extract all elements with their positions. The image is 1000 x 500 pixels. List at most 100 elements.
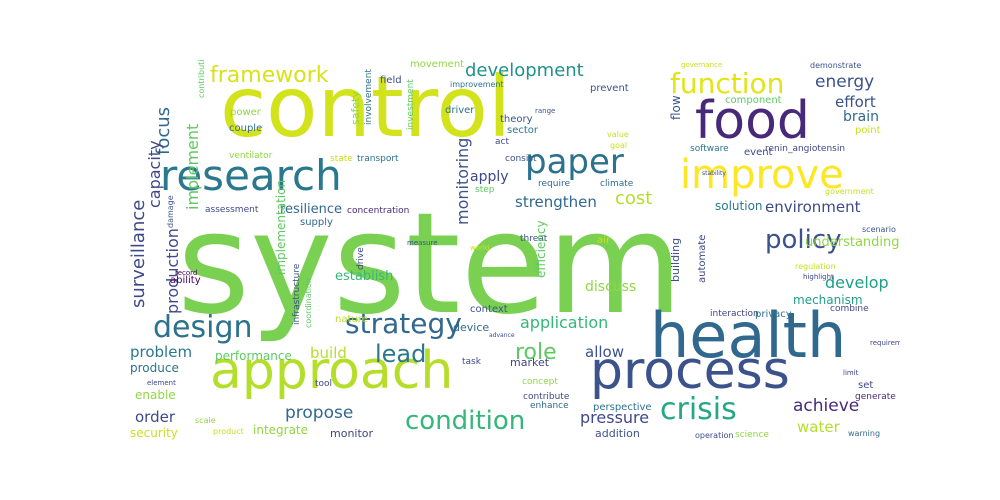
word-contribute: contribute xyxy=(523,392,570,402)
word-food: food xyxy=(695,91,810,151)
word-element: element xyxy=(147,379,176,387)
word-safety: safety xyxy=(349,91,362,125)
word-order: order xyxy=(135,408,175,426)
word-air: air xyxy=(597,235,611,246)
word-environment: environment xyxy=(765,198,861,216)
word-supply: supply xyxy=(300,217,333,228)
word-government: government xyxy=(825,187,874,196)
word-propose: propose xyxy=(285,403,354,423)
word-range: range xyxy=(535,107,556,115)
word-driver: driver xyxy=(445,105,475,116)
word-set: set xyxy=(858,380,874,391)
word-consist: consist xyxy=(505,154,537,164)
word-flow: flow xyxy=(669,95,683,120)
word-event: event xyxy=(744,147,773,158)
word-step: step xyxy=(475,185,495,195)
word-device: device xyxy=(453,321,490,334)
word-health: health xyxy=(650,299,847,372)
word-cost: cost xyxy=(615,188,653,209)
word-mechanism: mechanism xyxy=(793,293,863,307)
word-science: science xyxy=(735,430,769,440)
word-policy: policy xyxy=(765,225,842,255)
word-involvement: involvement xyxy=(364,69,374,125)
word-condition: condition xyxy=(405,406,526,436)
word-resilience: resilience xyxy=(280,202,343,217)
word-control: control xyxy=(220,60,512,156)
word-discuss: discuss xyxy=(585,279,637,295)
word-tool: tool xyxy=(315,379,333,389)
word-system: system xyxy=(177,183,684,346)
word-achieve: achieve xyxy=(793,396,860,416)
word-product: product xyxy=(213,427,244,436)
word-coordination: coordination xyxy=(304,278,313,328)
word-regulation: regulation xyxy=(795,262,836,271)
word-requirement: requirement xyxy=(870,339,900,347)
word-context: context xyxy=(470,304,508,315)
word-scale: scale xyxy=(195,416,216,425)
word-perspective: perspective xyxy=(593,402,652,413)
word-act: act xyxy=(495,137,509,147)
word-concept: concept xyxy=(522,377,558,387)
word-ventilator: ventilator xyxy=(229,151,273,161)
word-power: power xyxy=(230,107,261,118)
word-generate: generate xyxy=(855,392,896,402)
word-problem: problem xyxy=(130,343,193,361)
word-interaction: interaction xyxy=(710,309,759,319)
word-software: software xyxy=(690,144,729,154)
word-enable: enable xyxy=(135,388,176,402)
word-require: require xyxy=(538,179,570,189)
word-concentration: concentration xyxy=(347,206,410,216)
word-apply: apply xyxy=(470,169,509,185)
word-contribution: contribution xyxy=(197,60,206,98)
word-surveillance: surveillance xyxy=(128,199,149,308)
word-role: role xyxy=(515,340,557,365)
word-establish: establish xyxy=(335,269,394,284)
word-stability: stability xyxy=(702,170,726,177)
word-warning: warning xyxy=(848,429,881,438)
word-water: water xyxy=(797,418,840,436)
word-security: security xyxy=(130,426,178,440)
word-design: design xyxy=(153,310,253,345)
word-drive: drive xyxy=(356,247,366,270)
word-point: point xyxy=(855,125,881,136)
word-automate: automate xyxy=(697,234,708,283)
word-effort: effort xyxy=(835,93,876,111)
word-task: task xyxy=(462,357,481,367)
word-solution: solution xyxy=(715,199,763,213)
word-implementation: implementation xyxy=(274,179,288,275)
word-allow: allow xyxy=(585,343,624,361)
word-movement: movement xyxy=(410,60,465,70)
word-enhance: enhance xyxy=(530,401,569,411)
word-implement: implement xyxy=(183,123,202,210)
word-value: value xyxy=(607,130,629,139)
word-build: build xyxy=(310,344,347,362)
word-combine: combine xyxy=(830,304,869,314)
word-building: building xyxy=(669,237,682,282)
word-improvement: improvement xyxy=(450,80,504,89)
word-governance: governance xyxy=(681,61,723,69)
word-framework: framework xyxy=(210,63,329,88)
word-function: function xyxy=(670,67,785,100)
word-scenario: scenario xyxy=(862,225,896,234)
word-monitoring: monitoring xyxy=(453,137,472,225)
word-nature: nature xyxy=(335,314,368,325)
word-addition: addition xyxy=(595,427,640,440)
word-world: world xyxy=(470,244,490,252)
word-application: application xyxy=(520,313,609,332)
word-improve: improve xyxy=(680,152,844,198)
word-market: market xyxy=(510,356,550,369)
word-couple: couple xyxy=(229,123,263,134)
word-demonstrate: demonstrate xyxy=(810,61,862,70)
word-strategy: strategy xyxy=(345,307,462,340)
word-strengthen: strengthen xyxy=(515,193,597,211)
word-sector: sector xyxy=(507,125,539,136)
word-development: development xyxy=(465,60,584,81)
word-renin-angiotensin: renin_angiotensin xyxy=(765,144,846,154)
word-integrate: integrate xyxy=(253,423,309,437)
word-process: process xyxy=(590,341,790,401)
word-crisis: crisis xyxy=(660,392,737,427)
word-field: field xyxy=(380,75,402,86)
word-damage: damage xyxy=(166,195,175,228)
word-record: record xyxy=(175,269,198,277)
word-state: state xyxy=(330,154,353,164)
